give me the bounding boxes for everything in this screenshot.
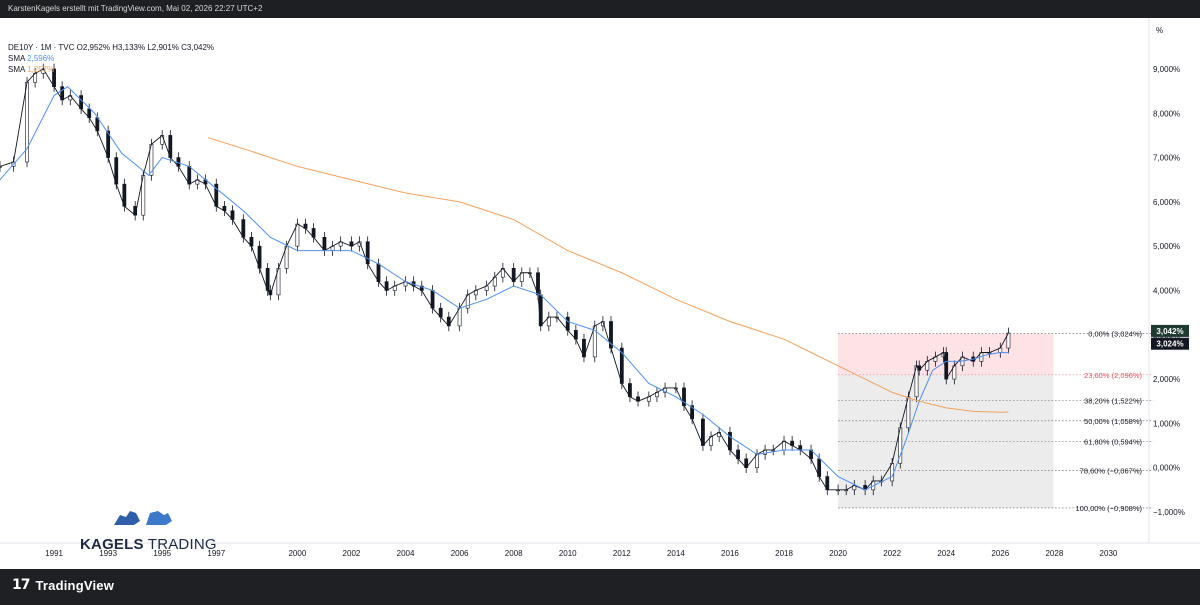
legend-sma-long: SMA 1,257%: [8, 64, 214, 75]
x-tick-label: 1991: [45, 549, 63, 558]
price-line: [0, 68, 1009, 491]
top-caption-bar: KarstenKagels erstellt mit TradingView.c…: [0, 0, 1200, 18]
y-tick-label: 7,000%: [1153, 154, 1180, 163]
kagels-trading-watermark: KAGELS TRADING: [80, 503, 217, 553]
x-tick-label: 2016: [721, 549, 739, 558]
tradingview-logo-text: TradingView: [35, 577, 115, 593]
watermark-bold: KAGELS: [80, 536, 144, 553]
x-tick-label: 1997: [207, 549, 225, 558]
bull-bear-logo-icon: [114, 511, 172, 525]
x-tick-label: 2010: [559, 549, 577, 558]
legend-sma-long-value: 1,257%: [27, 65, 55, 74]
price-badge: [1151, 337, 1189, 350]
price-chart[interactable]: 0,00% (3,024%) 23,60% (2,096%) 38,20% (1,5…: [0, 18, 1200, 569]
fib-level-label: 38,20% (1,522%): [1084, 396, 1142, 405]
x-tick-label: 2014: [667, 549, 685, 558]
sma-short-line: [0, 86, 1009, 491]
fib-level-label: 23,60% (2,096%): [1084, 371, 1142, 380]
sma-long-line: [208, 137, 1009, 413]
x-tick-label: 2004: [397, 549, 415, 558]
x-tick-label: 2018: [775, 549, 793, 558]
series-layer: [0, 63, 1011, 496]
legend-sma-short-label: SMA: [8, 54, 25, 63]
y-tick-label: 0,000%: [1153, 464, 1180, 473]
x-tick-label: 1995: [153, 549, 171, 558]
legend-sma-short: SMA 2,596%: [8, 53, 214, 64]
x-tick-label: 2022: [883, 549, 901, 558]
y-tick-label: 5,000%: [1153, 242, 1180, 251]
y-tick-label: 4,000%: [1153, 286, 1180, 295]
x-tick-label: 1993: [99, 549, 117, 558]
chart-legend: DE10Y · 1M · TVC O2,952% H3,133% L2,901%…: [8, 42, 214, 75]
x-tick-label: 2012: [613, 549, 631, 558]
price-candle-body: [701, 418, 705, 446]
price-badge: [1151, 324, 1189, 337]
x-tick-label: 2026: [991, 549, 1009, 558]
x-tick-label: 2028: [1045, 549, 1063, 558]
legend-sma-long-label: SMA: [8, 65, 25, 74]
price-badges: 3,042% 3,024%: [1151, 324, 1189, 350]
x-tick-label: 2008: [505, 549, 523, 558]
price-candle-body: [295, 223, 300, 247]
x-tick-label: 2002: [343, 549, 361, 558]
watermark-rest: TRADING: [147, 536, 217, 553]
legend-symbol-line: DE10Y · 1M · TVC O2,952% H3,133% L2,901%…: [8, 43, 215, 52]
price-badge-label: 3,024%: [1156, 340, 1183, 349]
x-tick-label: 2024: [937, 549, 955, 558]
caption-text: KarstenKagels erstellt mit TradingView.c…: [8, 4, 263, 13]
y-tick-label: 9,000%: [1153, 65, 1180, 74]
fibonacci-layer: 0,00% (3,024%) 23,60% (2,096%) 38,20% (1,5…: [838, 330, 1154, 513]
x-tick-label: 2020: [829, 549, 847, 558]
price-candle-body: [0, 166, 2, 168]
watermark-text: KAGELS TRADING: [80, 536, 217, 553]
fib-level-label: 100,00% (−0,908%): [1075, 504, 1142, 513]
tradingview-mark-icon: 17: [12, 577, 31, 593]
x-tick-label: 2030: [1100, 549, 1118, 558]
y-tick-label: 2,000%: [1153, 375, 1180, 384]
y-tick-label: 1,000%: [1153, 419, 1180, 428]
y-unit-label: %: [1156, 26, 1163, 35]
fib-level-label: 78,60% (−0,067%): [1080, 467, 1143, 476]
tradingview-logo[interactable]: 17 TradingView: [12, 577, 114, 593]
fib-level-label: 0,00% (3,024%): [1088, 330, 1142, 339]
fib-level-label: 61,80% (0,594%): [1084, 437, 1142, 446]
fib-level-label: 50,00% (1,058%): [1084, 417, 1142, 426]
price-badge-label: 3,042%: [1156, 327, 1183, 336]
x-tick-label: 2000: [288, 549, 306, 558]
footer-bar: 17 TradingView: [0, 569, 1200, 605]
legend-sma-short-value: 2,596%: [27, 54, 55, 63]
y-tick-label: 6,000%: [1153, 198, 1180, 207]
x-tick-label: 2006: [451, 549, 469, 558]
chart-frame: 0,00% (3,024%) 23,60% (2,096%) 38,20% (1,5…: [0, 18, 1200, 569]
y-tick-label: 8,000%: [1153, 109, 1180, 118]
y-tick-label: −1,000%: [1153, 508, 1185, 517]
